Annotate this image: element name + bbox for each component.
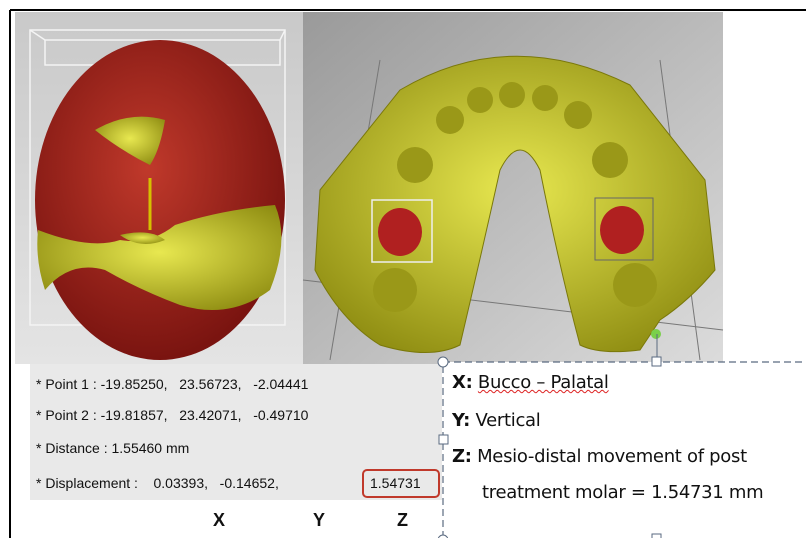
- text: Z:: [452, 446, 472, 467]
- text: 23.42071: [179, 407, 238, 423]
- molar-red: [35, 40, 285, 360]
- legend-line: Y: Vertical: [452, 410, 541, 431]
- text: Y:: [452, 410, 471, 431]
- measure-line: * Distance : 1.55460 mm: [36, 440, 189, 456]
- legend-line: X: Bucco – Palatal: [452, 372, 609, 393]
- text-box: [442, 361, 806, 538]
- text: -2.04441: [253, 376, 309, 392]
- molar-yellow: [37, 116, 282, 310]
- molar-overlay: [371, 197, 654, 263]
- text: Mesio-distal movement of post: [477, 446, 747, 467]
- text: * Displacement :: [36, 475, 138, 491]
- text: 1.55460 mm: [111, 440, 190, 456]
- handle: [651, 329, 661, 339]
- teeth: [373, 82, 657, 312]
- measure-line: * Point 1 : -19.85250, 23.56723, -2.0444…: [36, 376, 309, 392]
- highlighted-value: 1.54731: [370, 475, 421, 491]
- text: -19.81857: [100, 407, 164, 423]
- text: 0.03393: [153, 475, 205, 491]
- text: -19.85250: [100, 376, 164, 392]
- text: 23.56723: [179, 376, 238, 392]
- text: -0.14652: [219, 475, 275, 491]
- measure-panel: [30, 364, 442, 500]
- text: Vertical: [475, 410, 541, 431]
- axis-label: X: [213, 510, 226, 530]
- axis-label: Z: [397, 510, 408, 530]
- legend-line: Z: Mesio-distal movement of post: [452, 446, 747, 467]
- text: * Distance :: [36, 440, 108, 456]
- highlight-box: [362, 469, 440, 498]
- measure-line: * Displacement : 0.03393, -0.14652,: [36, 475, 287, 491]
- text: -0.49710: [253, 407, 309, 423]
- text: Bucco – Palatal: [477, 372, 609, 393]
- legend-line: treatment molar = 1.54731 mm: [482, 482, 764, 503]
- resize-handles: [437, 356, 662, 538]
- measure-line: * Point 2 : -19.81857, 23.42071, -0.4971…: [36, 407, 309, 423]
- text: X:: [452, 372, 473, 393]
- text: * Point 1 :: [36, 376, 97, 392]
- text: * Point 2 :: [36, 407, 97, 423]
- axis-label: Y: [313, 510, 326, 530]
